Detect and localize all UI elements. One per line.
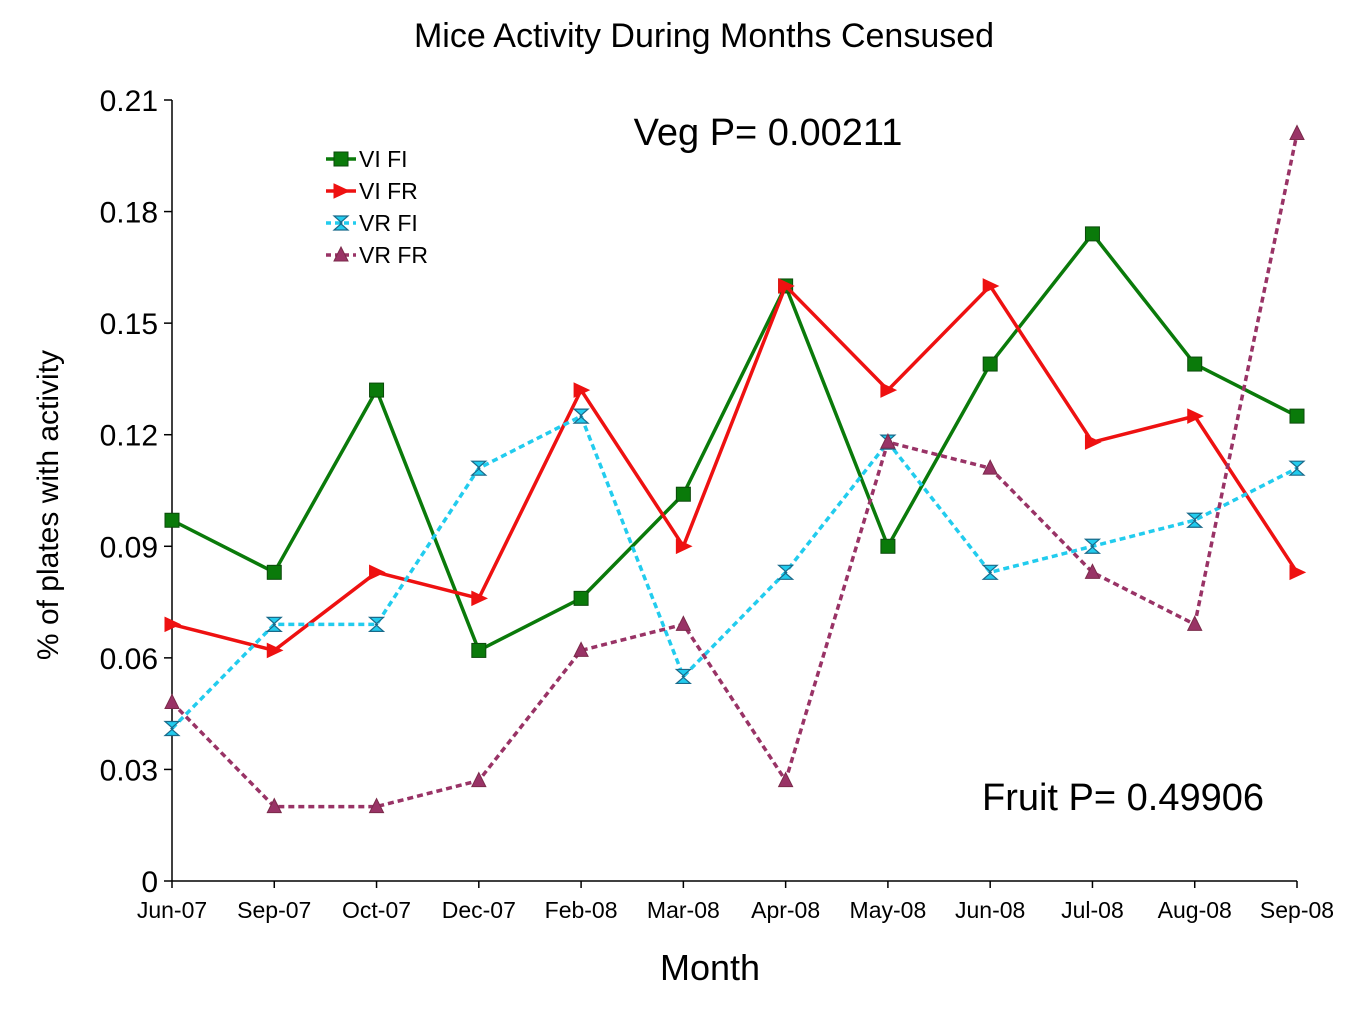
legend-label: VI FI — [359, 146, 408, 172]
y-tick-label: 0.21 — [100, 85, 158, 118]
data-point — [470, 460, 488, 476]
data-point — [573, 641, 589, 657]
fruit-p-annotation: Fruit P= 0.49906 — [982, 777, 1264, 819]
y-axis-label: % of plates with activity — [32, 350, 65, 660]
x-tick-label: Sep-08 — [1260, 897, 1334, 923]
series-vr-fi — [163, 408, 1306, 737]
x-tick-label: Aug-08 — [1158, 897, 1232, 923]
chart-title: Mice Activity During Months Censused — [414, 17, 994, 55]
legend-entry: VI FR — [326, 178, 418, 204]
data-point — [1084, 434, 1102, 450]
data-point — [266, 642, 284, 659]
data-point — [1187, 356, 1203, 372]
data-point — [367, 616, 386, 632]
data-point — [573, 382, 591, 398]
data-point — [1289, 124, 1305, 140]
data-point — [1289, 408, 1305, 424]
legend-label: VR FI — [359, 210, 418, 236]
data-point — [778, 278, 795, 294]
data-point — [333, 245, 349, 262]
x-tick-label: Sep-07 — [237, 897, 311, 923]
x-tick-label: May-08 — [850, 897, 927, 923]
series-line — [171, 284, 1299, 653]
data-point — [1289, 564, 1307, 581]
axes: 0 0.03 0.06 0.09 0.12 0.15 0.18 0.21 Jun-07 Sep-0… — [100, 85, 1334, 923]
data-point — [675, 538, 693, 555]
data-point — [1084, 563, 1101, 579]
data-point — [674, 668, 692, 685]
data-point — [1186, 512, 1204, 528]
legend-entry: VR FI — [326, 210, 418, 236]
data-point — [266, 797, 283, 814]
data-point — [880, 538, 896, 554]
data-point — [1288, 460, 1306, 476]
data-point — [1083, 538, 1102, 554]
data-point — [1084, 226, 1100, 242]
veg-p-annotation: Veg P= 0.00211 — [634, 112, 903, 154]
data-point — [163, 720, 181, 737]
data-point — [1186, 615, 1203, 631]
data-point — [471, 642, 487, 658]
legend-label: VR FR — [359, 242, 428, 268]
x-tick-label: Jun-08 — [955, 897, 1025, 923]
x-tick-label: Feb-08 — [545, 897, 618, 923]
x-tick-label: Mar-08 — [647, 897, 720, 923]
y-tick-label: 0.18 — [100, 197, 158, 230]
legend-label: VI FR — [359, 178, 418, 204]
x-tick-label: Jun-07 — [137, 897, 207, 923]
data-point — [880, 433, 896, 449]
x-tick-label: Oct-07 — [342, 897, 411, 923]
series-vi-fr — [164, 278, 1307, 659]
data-point — [471, 590, 489, 607]
legend-entry: VR FR — [326, 242, 428, 268]
y-tick-label: 0 — [141, 866, 158, 899]
data-point — [880, 382, 898, 398]
legend-entry: VI FI — [326, 146, 408, 172]
x-axis-label: Month — [660, 947, 760, 988]
y-tick-label: 0.03 — [100, 754, 158, 787]
series-line — [170, 414, 1298, 730]
series-layer — [163, 124, 1307, 814]
data-point — [265, 616, 283, 632]
x-tick-label: Dec-07 — [442, 897, 516, 923]
data-point — [572, 408, 590, 424]
data-point — [332, 215, 350, 231]
data-point — [777, 564, 795, 580]
y-tick-label: 0.06 — [100, 643, 158, 676]
legend: VI FI VI FR VR FI VR FR — [326, 146, 428, 268]
data-point — [981, 564, 999, 580]
data-point — [675, 486, 691, 502]
data-point — [471, 771, 487, 788]
y-tick-label: 0.12 — [100, 420, 158, 453]
data-point — [164, 616, 182, 633]
y-tick-label: 0.15 — [100, 308, 158, 341]
data-point — [266, 564, 282, 580]
data-point — [1187, 408, 1204, 424]
y-tick-label: 0.09 — [100, 531, 158, 564]
series-vi-fi — [164, 226, 1305, 658]
data-point — [777, 771, 794, 788]
data-point — [333, 183, 351, 199]
data-point — [368, 797, 385, 814]
data-point — [164, 693, 180, 709]
series-line — [171, 232, 1298, 653]
series-vr-fr — [164, 124, 1305, 814]
data-point — [164, 512, 180, 528]
x-tick-label: Apr-08 — [751, 897, 820, 923]
data-point — [982, 459, 998, 475]
data-point — [369, 382, 385, 398]
data-point — [333, 151, 349, 167]
data-point — [982, 356, 998, 372]
data-point — [675, 615, 692, 631]
data-point — [369, 564, 386, 581]
data-point — [982, 278, 1000, 294]
data-point — [573, 590, 589, 606]
series-line — [170, 133, 1299, 809]
x-tick-label: Jul-08 — [1061, 897, 1124, 923]
